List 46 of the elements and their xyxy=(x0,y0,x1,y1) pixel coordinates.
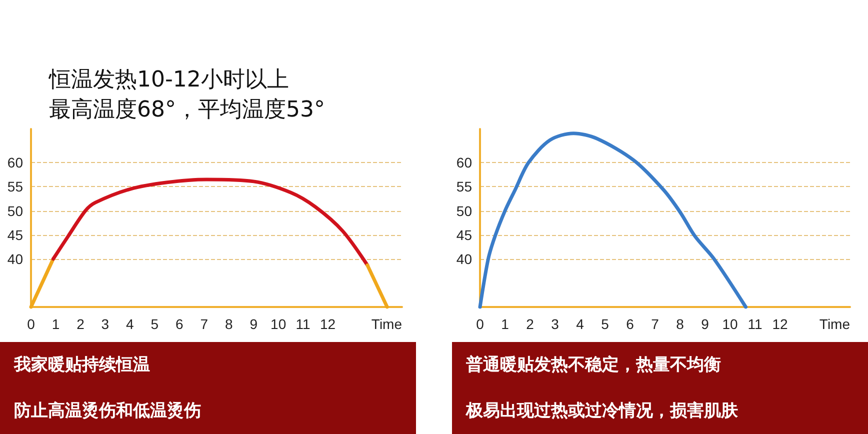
y-tick-label: 40 xyxy=(7,250,24,267)
x-tick-label: 0 xyxy=(27,316,36,332)
x-tick-label: 10 xyxy=(270,316,286,332)
x-tick-label: 6 xyxy=(626,316,634,332)
x-tick-label: 7 xyxy=(200,316,208,332)
x-tick-label: 11 xyxy=(748,316,762,332)
x-tick-label: 11 xyxy=(296,316,311,332)
y-tick-label: 50 xyxy=(7,202,24,219)
text: 普通暖贴发热不稳定，热量不均衡 xyxy=(466,354,722,377)
text: 防止高温烫伤和低温烫伤 xyxy=(14,400,202,423)
y-tick-label: 40 xyxy=(456,250,472,267)
x-tick-label: 1 xyxy=(52,316,60,332)
y-tick-label: 60 xyxy=(7,154,24,171)
text: 我家暖贴持续恒温 xyxy=(14,354,151,377)
y-tick-label: 45 xyxy=(7,226,24,243)
x-tick-label: 4 xyxy=(576,316,584,332)
line-series xyxy=(52,178,370,267)
text: 极易出现过热或过冷情况，损害肌肤 xyxy=(466,400,739,423)
x-tick-label: 3 xyxy=(551,316,560,332)
x-tick-label: 5 xyxy=(601,316,610,332)
x-tick-label: 7 xyxy=(651,316,660,332)
y-tick-label: 50 xyxy=(456,202,472,219)
x-tick-label: 12 xyxy=(320,316,336,332)
y-tick-label: 60 xyxy=(456,154,472,171)
line-series xyxy=(478,132,748,309)
x-axis-title: Time xyxy=(819,316,850,332)
x-tick-label: 5 xyxy=(150,316,159,332)
y-tick-label: 45 xyxy=(456,226,472,243)
x-tick-label: 2 xyxy=(76,316,85,332)
x-tick-label: 12 xyxy=(772,316,788,332)
x-tick-label: 2 xyxy=(526,316,534,332)
y-tick-label: 55 xyxy=(7,178,24,195)
x-tick-label: 6 xyxy=(176,316,184,332)
x-tick-label: 0 xyxy=(476,316,484,332)
x-tick-label: 10 xyxy=(722,316,738,332)
x-tick-label: 3 xyxy=(101,316,110,332)
x-tick-label: 9 xyxy=(701,316,710,332)
y-tick-label: 55 xyxy=(456,178,472,195)
x-tick-label: 8 xyxy=(224,316,233,332)
chart-subtitle: 最高温度68°，平均温度53° xyxy=(49,98,325,122)
x-axis-title: Time xyxy=(371,316,402,332)
x-tick-label: 4 xyxy=(126,316,134,332)
chart-title: 恒温发热10-12小时以上 xyxy=(48,68,289,92)
x-tick-label: 8 xyxy=(676,316,684,332)
x-tick-label: 1 xyxy=(501,316,510,332)
x-tick-label: 9 xyxy=(250,316,258,332)
